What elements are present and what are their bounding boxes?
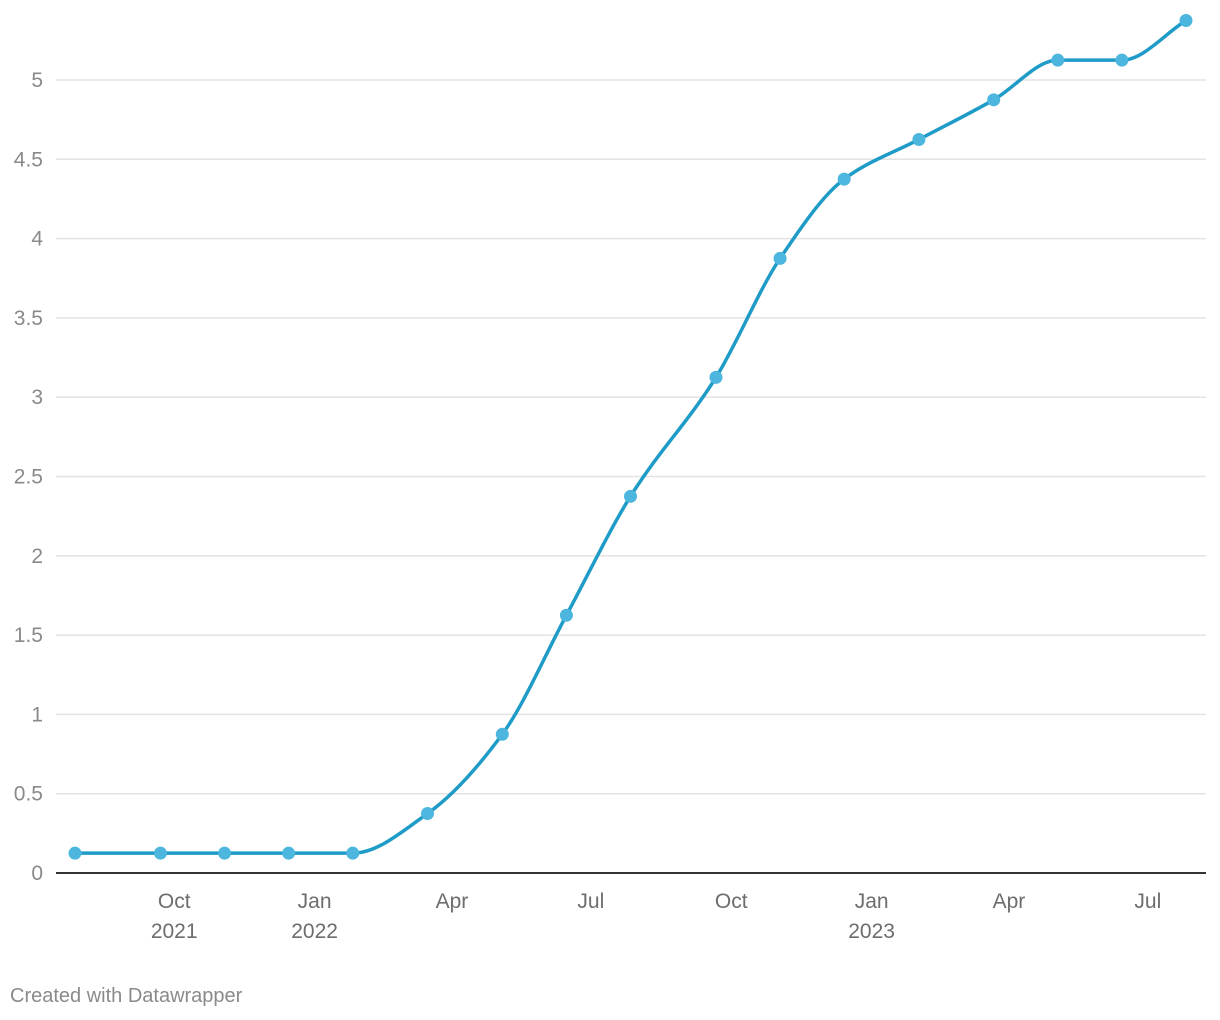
y-tick-label: 3.5 xyxy=(14,307,43,330)
x-tick-label-month: Jan xyxy=(298,890,332,913)
x-tick-label-month: Oct xyxy=(158,890,191,913)
x-axis-ticks: Oct 2021 Jan 2022 Apr Jul Oct Jan 2023 Apr Jul xyxy=(151,890,1161,943)
y-tick-label: 4.5 xyxy=(14,148,43,171)
x-tick-label-year: 2021 xyxy=(151,920,198,943)
y-tick-label: 0 xyxy=(31,862,43,885)
data-point[interactable] xyxy=(773,251,787,265)
data-point[interactable] xyxy=(282,846,296,860)
data-point[interactable] xyxy=(837,172,851,186)
x-tick-label-year: 2022 xyxy=(291,920,338,943)
line-chart: 0 0.5 1 1.5 2 2.5 3 3.5 4 4.5 5 Oct 2021 Jan 2022 Apr J… xyxy=(14,14,1206,943)
y-tick-label: 0.5 xyxy=(14,783,43,806)
data-point[interactable] xyxy=(624,489,637,503)
x-tick-label-month: Jul xyxy=(577,890,604,913)
data-point[interactable] xyxy=(1051,53,1065,67)
x-tick-label-month: Jul xyxy=(1134,890,1161,913)
data-point[interactable] xyxy=(709,370,723,384)
data-point[interactable] xyxy=(421,807,435,821)
x-tick-label-year: 2023 xyxy=(848,920,895,943)
data-point[interactable] xyxy=(153,846,167,860)
data-point[interactable] xyxy=(987,93,1001,107)
x-tick-label-month: Apr xyxy=(436,890,469,913)
datawrapper-credit[interactable]: Created with Datawrapper xyxy=(10,985,243,1007)
data-point[interactable] xyxy=(346,846,360,860)
data-point[interactable] xyxy=(1179,14,1193,28)
data-point[interactable] xyxy=(68,846,82,860)
data-point[interactable] xyxy=(559,608,573,622)
gridlines xyxy=(56,79,1206,795)
y-tick-label: 4 xyxy=(31,228,43,251)
y-tick-label: 3 xyxy=(31,386,43,409)
y-tick-label: 2.5 xyxy=(14,466,43,489)
y-axis-ticks: 0 0.5 1 1.5 2 2.5 3 3.5 4 4.5 5 xyxy=(14,69,44,885)
data-point[interactable] xyxy=(218,846,232,860)
data-point[interactable] xyxy=(1115,53,1129,67)
data-point[interactable] xyxy=(495,727,509,741)
y-tick-label: 2 xyxy=(31,545,43,568)
data-point[interactable] xyxy=(912,132,926,146)
y-tick-label: 1.5 xyxy=(14,624,43,647)
data-points xyxy=(68,14,1193,860)
x-tick-label-month: Apr xyxy=(993,890,1026,913)
y-tick-label: 1 xyxy=(31,703,43,726)
series-line xyxy=(73,18,1188,855)
x-tick-label-month: Oct xyxy=(715,890,748,913)
y-tick-label: 5 xyxy=(31,69,43,92)
x-tick-label-month: Jan xyxy=(855,890,889,913)
